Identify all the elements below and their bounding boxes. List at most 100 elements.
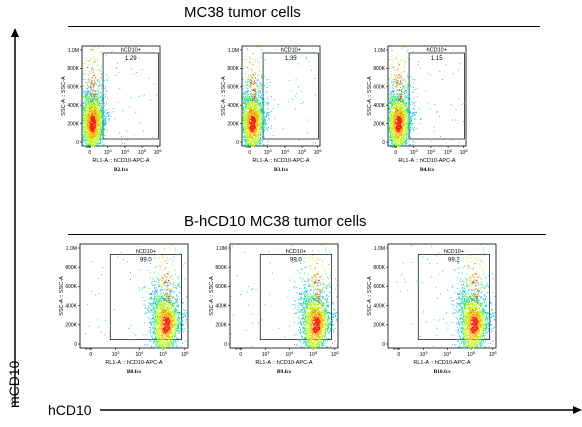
group-title-mc38: MC38 tumor cells — [184, 4, 301, 21]
y-axis-label: SSC-A :: SSC-A — [221, 76, 227, 116]
y-tick-label: 600K — [65, 284, 77, 290]
group-rule-bhcd10 — [68, 234, 546, 235]
gate-percent: 1.35 — [285, 56, 297, 62]
y-tick-label: 800K — [227, 66, 239, 72]
y-tick-label: 200K — [215, 323, 227, 329]
y-tick-label: 1.0M — [374, 246, 385, 252]
y-tick-label: 800K — [373, 265, 385, 271]
x-tick-label: 0 — [397, 352, 400, 358]
plot-frame — [241, 45, 321, 147]
group-rule-mc38 — [68, 26, 540, 27]
y-tick-label: 200K — [65, 323, 77, 329]
x-tick-label: 103 — [264, 148, 273, 156]
x-axis-label: RL1-A :: hCD10-APC-A — [105, 360, 162, 366]
x-tick-label: 0 — [88, 150, 91, 156]
y-tick-label: 600K — [373, 284, 385, 290]
gate-name: hCD10+ — [281, 48, 301, 54]
y-tick-label: 400K — [65, 303, 77, 309]
gate-name: hCD10+ — [121, 48, 141, 54]
y-tick-label: 800K — [373, 66, 385, 72]
flow-plot-b9: 0 200K 400K 600K 800K 1.0M 0 103 104 105 106 SSC-A … — [208, 242, 339, 375]
y-tick-label: 200K — [373, 323, 385, 329]
x-tick-label: 103 — [104, 148, 113, 156]
x-axis-label: RL1-A :: hCD10-APC-A — [252, 158, 309, 164]
y-tick-label: 400K — [227, 103, 239, 109]
mcd10-axis-label: mCD10 — [6, 360, 22, 408]
y-axis-label: SSC-A :: SSC-A — [367, 76, 373, 116]
plot-frame — [79, 243, 189, 349]
file-label: B9.fcs — [277, 369, 291, 375]
x-tick-label: 103 — [410, 148, 419, 156]
y-tick-label: 800K — [215, 265, 227, 271]
x-tick-label: 105 — [159, 350, 168, 358]
x-tick-label: 105 — [444, 148, 453, 156]
y-tick-label: 600K — [215, 284, 227, 290]
y-tick-label: 600K — [67, 85, 79, 91]
y-tick-label: 800K — [67, 66, 79, 72]
plot-frame — [229, 243, 339, 349]
y-tick-label: 200K — [373, 121, 385, 127]
x-tick-label: 106 — [331, 350, 340, 358]
x-tick-label: 0 — [248, 150, 251, 156]
y-tick-label: 1.0M — [374, 48, 385, 54]
x-axis-label: RL1-A :: hCD10-APC-A — [413, 360, 470, 366]
flow-plot-b3: 0 200K 400K 600K 800K 1.0M 0 103 104 105 106 SSC-A … — [218, 44, 328, 174]
y-tick-label: 0 — [382, 140, 385, 146]
x-tick-label: 104 — [281, 148, 290, 156]
y-tick-label: 600K — [227, 85, 239, 91]
x-axis-label: RL1-A :: hCD10-APC-A — [398, 158, 455, 164]
gate-name: hCD10+ — [286, 249, 306, 255]
y-axis-label: SSC-A :: SSC-A — [367, 276, 373, 316]
scatter-points — [85, 244, 189, 349]
y-tick-label: 400K — [215, 303, 227, 309]
x-tick-label: 103 — [112, 350, 121, 358]
plot-frame — [387, 45, 467, 147]
x-tick-label: 105 — [309, 350, 318, 358]
x-tick-label: 103 — [420, 350, 429, 358]
x-tick-label: 106 — [154, 148, 163, 156]
scatter-points — [230, 244, 339, 349]
gate-rect — [259, 254, 332, 341]
file-label: B3.fcs — [274, 167, 288, 173]
gate-name: hCD10+ — [427, 48, 447, 54]
scatter-points — [242, 46, 321, 147]
gate-percent: 99.2 — [448, 257, 460, 263]
gate-percent: 99.0 — [290, 257, 302, 263]
flow-plot-b8: 0 200K 400K 600K 800K 1.0M 0 103 104 105 106 SSC-A … — [58, 242, 189, 375]
gate-name: hCD10+ — [136, 249, 156, 255]
scatter-points — [388, 46, 467, 147]
x-tick-label: 104 — [121, 148, 130, 156]
y-tick-label: 400K — [373, 303, 385, 309]
file-label: B2.fcs — [114, 167, 128, 173]
y-tick-label: 800K — [65, 265, 77, 271]
y-tick-label: 400K — [67, 103, 79, 109]
mcd10-axis-arrow — [11, 28, 19, 406]
flow-plot-b2: 0 200K 400K 600K 800K 1.0M 0 103 104 105 106 SSC-A … — [58, 44, 168, 174]
gate-percent: 99.0 — [140, 257, 152, 263]
y-tick-label: 1.0M — [216, 246, 227, 252]
x-axis-label: RL1-A :: hCD10-APC-A — [92, 158, 149, 164]
y-axis-label: SSC-A :: SSC-A — [209, 276, 215, 316]
gate-percent: 1.15 — [431, 56, 443, 62]
x-tick-label: 106 — [489, 350, 498, 358]
x-tick-label: 0 — [394, 150, 397, 156]
x-tick-label: 103 — [262, 350, 271, 358]
hcd10-axis-arrow — [100, 406, 582, 414]
y-tick-label: 0 — [382, 342, 385, 348]
y-tick-label: 0 — [224, 342, 227, 348]
gate-rect — [417, 254, 490, 341]
gate-rect — [408, 52, 465, 140]
x-tick-label: 104 — [286, 350, 295, 358]
y-tick-label: 1.0M — [228, 48, 239, 54]
y-tick-label: 200K — [67, 121, 79, 127]
y-tick-label: 1.0M — [68, 48, 79, 54]
y-axis-label: SSC-A :: SSC-A — [59, 276, 65, 316]
gate-rect — [109, 254, 182, 341]
y-tick-label: 200K — [227, 121, 239, 127]
x-tick-label: 104 — [427, 148, 436, 156]
scatter-points — [82, 46, 160, 147]
x-axis-label: RL1-A :: hCD10-APC-A — [255, 360, 312, 366]
y-tick-label: 400K — [373, 103, 385, 109]
flow-plot-b4: 0 200K 400K 600K 800K 1.0M 0 103 104 105 106 SSC-A … — [364, 44, 474, 174]
gate-name: hCD10+ — [444, 249, 464, 255]
